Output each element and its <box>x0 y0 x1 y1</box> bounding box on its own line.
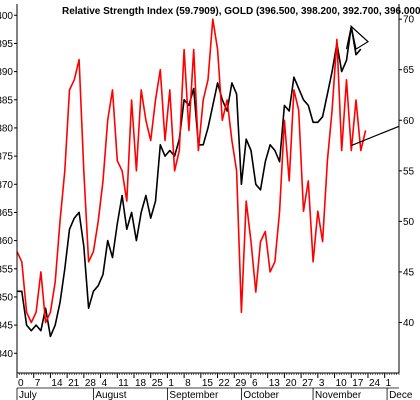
left-tick-label: 355 <box>0 264 13 275</box>
x-tick-label: 29 <box>235 378 247 389</box>
series-layer <box>16 18 367 338</box>
left-tick-label: 350 <box>0 292 13 303</box>
right-tick-label: 60 <box>403 116 415 127</box>
month-label: August <box>95 390 126 400</box>
x-tick-label: 17 <box>352 378 364 389</box>
x-tick-label: 20 <box>285 378 297 389</box>
x-tick-label: 1 <box>386 378 392 389</box>
month-label: July <box>19 390 37 400</box>
x-tick-label: 27 <box>302 378 314 389</box>
x-tick-label: 14 <box>51 378 63 389</box>
x-tick-label: 28 <box>85 378 97 389</box>
x-tick-label: 8 <box>185 378 191 389</box>
x-tick-label: 22 <box>219 378 231 389</box>
x-tick-label: 13 <box>269 378 281 389</box>
x-tick-label: 21 <box>68 378 80 389</box>
x-tick-label: 7 <box>35 378 41 389</box>
annotation-layer <box>345 24 400 147</box>
right-tick-label: 45 <box>403 267 415 278</box>
rsi-line <box>16 18 367 324</box>
left-tick-label: 370 <box>0 180 13 191</box>
triangle-pattern-edge <box>345 26 352 50</box>
x-tick-label: 4 <box>102 378 108 389</box>
triangle-pattern <box>350 24 369 51</box>
x-tick-label: 15 <box>202 378 214 389</box>
right-tick-label: 65 <box>403 65 415 76</box>
month-label: November <box>315 390 362 400</box>
chart-title: Relative Strength Index (59.7909), GOLD … <box>62 6 420 17</box>
x-tick-label: 25 <box>152 378 164 389</box>
left-tick-label: 340 <box>0 349 13 360</box>
right-tick-label: 70 <box>403 15 415 26</box>
x-tick-label: 3 <box>319 378 325 389</box>
x-tick-label: 1 <box>168 378 174 389</box>
month-label: September <box>169 390 219 400</box>
left-tick-label: 400 <box>0 11 13 22</box>
month-label: Dece <box>389 390 413 400</box>
right-tick-label: 40 <box>403 318 415 329</box>
month-label: October <box>243 390 279 400</box>
right-tick-label: 55 <box>403 166 415 177</box>
left-tick-label: 395 <box>0 39 13 50</box>
left-tick-label: 365 <box>0 208 13 219</box>
left-tick-label: 390 <box>0 67 13 78</box>
rsi-trendline <box>351 125 400 147</box>
left-tick-label: 385 <box>0 95 13 106</box>
left-tick-label: 375 <box>0 152 13 163</box>
left-tick-label: 380 <box>0 123 13 134</box>
price-line <box>17 25 362 338</box>
left-tick-label: 345 <box>0 321 13 332</box>
x-tick-label: 6 <box>252 378 258 389</box>
x-tick-label: 11 <box>118 378 129 389</box>
x-tick-label: 18 <box>135 378 147 389</box>
x-tick-label: 0 <box>18 378 24 389</box>
left-tick-label: 360 <box>0 236 13 247</box>
axes-layer: 3403453503553603653703753803853903954004… <box>0 4 415 400</box>
right-tick-label: 50 <box>403 217 415 228</box>
x-tick-label: 24 <box>369 378 381 389</box>
x-tick-label: 10 <box>336 378 348 389</box>
